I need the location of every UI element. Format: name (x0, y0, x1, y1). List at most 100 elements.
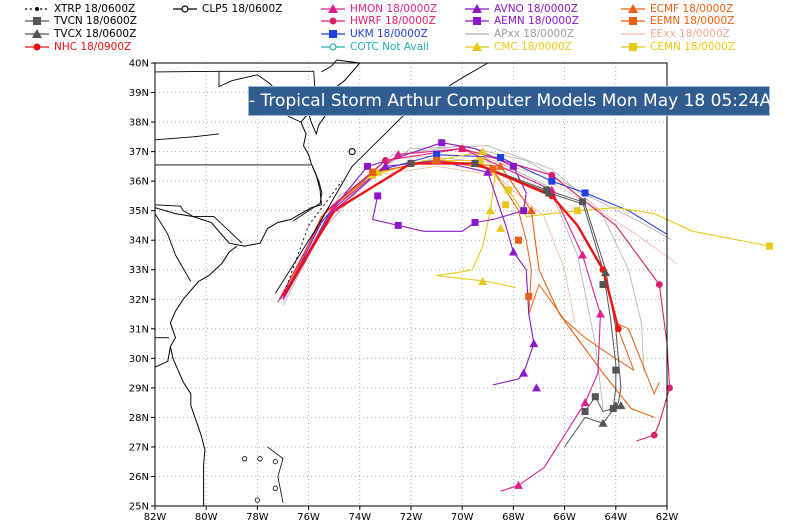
lon-tick-label: 62W (656, 512, 679, 523)
marker-aemn (363, 162, 371, 170)
legend-label-apxx: APxx 18/0000Z (494, 28, 575, 40)
marker-cemn (765, 242, 773, 250)
marker-ukm (581, 189, 589, 197)
legend-symbol-hwrf (321, 17, 345, 25)
legend-item-aemn: AEMN 18/0000Z (464, 15, 579, 27)
marker-cemn (502, 201, 510, 209)
track-apxx-3 (282, 145, 645, 374)
legend-item-eexx: EExx 18/0000Z (620, 28, 730, 40)
track-xtrp (282, 180, 343, 297)
legend-symbol-hmon (321, 4, 345, 13)
marker-tvcn (407, 159, 415, 167)
marker-tvcn (581, 407, 589, 415)
marker-ecmf (526, 206, 536, 215)
legend-symbol-cotc (321, 43, 345, 51)
marker-tvcx (470, 158, 480, 167)
legend-label-ukm: UKM 18/0000Z (350, 28, 428, 40)
marker-eemn (489, 165, 497, 173)
map-frame (154, 62, 668, 507)
lat-tick-label: 40N (129, 59, 149, 70)
marker-eemn (369, 168, 377, 176)
marker-eemn (433, 156, 441, 164)
legend-item-xtrp: XTRP 18/0600Z (24, 3, 135, 15)
legend-item-tvcx: TVCX 18/0600Z (24, 28, 136, 40)
lon-tick-label: 68W (502, 512, 525, 523)
marker-ecmf (496, 161, 506, 170)
legend-symbol-cmc (465, 42, 489, 51)
marker-cemn (504, 186, 512, 194)
lat-tick-label: 39N (129, 88, 149, 99)
legend-item-avno: AVNO 18/0000Z (464, 3, 578, 15)
track-clp5 (274, 62, 489, 294)
state-border (154, 204, 243, 244)
lon-tick-label: 80W (195, 512, 218, 523)
marker-avno (508, 247, 518, 256)
lat-tick-label: 33N (129, 265, 149, 276)
island (272, 459, 278, 465)
track-eexx-1 (282, 154, 678, 300)
outer-banks (292, 166, 323, 222)
track-tvcn (282, 162, 617, 412)
lon-tick-label: 74W (348, 512, 371, 523)
legend-item-nhc: NHC 18/0900Z (24, 41, 131, 53)
legend-item-tvcn: TVCN 18/0600Z (24, 15, 137, 27)
island (272, 485, 278, 491)
legend-item-cotc: COTC Not Avail (320, 41, 429, 53)
marker-hwrf (650, 431, 658, 439)
marker-tvcn (579, 198, 587, 206)
marker-hwrf (655, 281, 663, 288)
lat-tick-label: 30N (129, 354, 149, 365)
marker-tvcn (612, 366, 620, 374)
marker-avno (531, 383, 541, 392)
legend-symbol-aemn (465, 17, 489, 25)
lat-tick-label: 27N (129, 442, 149, 453)
marker-cmc (485, 206, 495, 215)
lon-tick-label: 82W (144, 512, 167, 523)
marker-aemn (520, 207, 528, 215)
lat-tick-label: 35N (129, 206, 149, 217)
legend-item-eemn: EEMN 18/0000Z (620, 15, 734, 27)
marker-avno (380, 161, 390, 170)
track-ecmf (282, 159, 655, 418)
legend-symbol-eemn (621, 17, 645, 25)
legend-label-cotc: COTC Not Avail (350, 41, 429, 53)
marker-tvcn (543, 186, 551, 194)
lon-tick-label: 76W (297, 512, 320, 523)
lat-tick-label: 34N (129, 236, 149, 247)
marker-cemn (476, 156, 484, 164)
lon-tick-label: 66W (553, 512, 576, 523)
legend-symbol-nhc (25, 43, 49, 51)
legend-symbol-xtrp (25, 7, 49, 11)
marker-avno (519, 368, 529, 377)
marker-aemn (374, 192, 382, 200)
marker-tvcn (591, 393, 599, 401)
lat-tick-label: 38N (129, 118, 149, 129)
marker-hmon (514, 480, 524, 489)
legend-label-eexx: EExx 18/0000Z (650, 28, 730, 40)
marker-eemn (525, 292, 533, 300)
marker-hmon (595, 309, 605, 318)
track-markers (329, 139, 773, 489)
marker-ukm (497, 154, 505, 162)
legend-symbol-apxx (465, 33, 489, 35)
lat-tick-label: 26N (129, 472, 149, 483)
marker-cmc (478, 147, 488, 156)
marker-hwrf (382, 157, 389, 164)
legend-label-cmc: CMC 18/0000Z (494, 41, 572, 53)
legend-label-xtrp: XTRP 18/0600Z (54, 3, 136, 15)
marker-tvcx (598, 418, 608, 427)
marker-tvcx (616, 401, 626, 410)
marker-avno (529, 339, 539, 348)
legend-label-nhc: NHC 18/0900Z (54, 41, 132, 53)
page-title: - Tropical Storm Arthur Computer Models … (248, 86, 797, 116)
marker-tvcx (601, 268, 611, 277)
lat-tick-label: 32N (129, 295, 149, 306)
marker-aemn (438, 139, 446, 147)
marker-ukm (433, 151, 441, 159)
southeast-coastline (154, 245, 238, 368)
lon-tick-label: 64W (604, 512, 627, 523)
marker-hwrf (458, 145, 466, 153)
marker-ukm (548, 177, 556, 185)
lat-tick-label: 29N (129, 383, 149, 394)
